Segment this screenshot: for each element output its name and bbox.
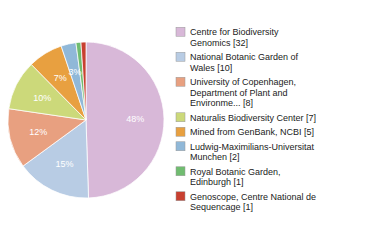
legend-label: Centre for BiodiversityGenomics [32]	[190, 27, 279, 48]
legend-item: University of Copenhagen,Department of P…	[176, 77, 296, 108]
legend-label-line: Department of Plant and	[190, 88, 288, 98]
legend-label: University of Copenhagen,Department of P…	[190, 77, 296, 108]
pie-slice	[86, 42, 164, 198]
legend-label-line: Sequencage [1]	[190, 202, 253, 212]
pie	[8, 42, 164, 198]
data-label: 48%	[126, 114, 144, 124]
legend-label: Royal Botanic Garden,Edinburgh [1]	[190, 167, 281, 188]
legend-item: Ludwig-Maximilians-UniversitatMunchen [2…	[176, 142, 315, 163]
legend-label-line: Munchen [2]	[190, 152, 240, 162]
legend-label: Mined from GenBank, NCBI [5]	[190, 127, 314, 137]
pie-slice	[81, 42, 86, 120]
data-label: 10%	[33, 93, 51, 103]
data-label: 12%	[29, 127, 47, 137]
legend-item: National Botanic Garden ofWales [10]	[176, 52, 299, 73]
legend-swatch	[176, 113, 185, 122]
legend-label-line: Environme... [8]	[190, 98, 253, 108]
legend-label: Ludwig-Maximilians-UniversitatMunchen [2…	[190, 142, 315, 163]
legend-item: Royal Botanic Garden,Edinburgh [1]	[176, 167, 281, 188]
legend-item: Naturalis Biodiversity Center [7]	[176, 113, 316, 123]
data-labels: 48% 15% 12% 10%7%3%	[29, 67, 144, 169]
legend-label: Naturalis Biodiversity Center [7]	[190, 113, 316, 123]
legend-item: Mined from GenBank, NCBI [5]	[176, 127, 314, 137]
legend-label-line: Genoscope, Centre National de	[190, 192, 316, 202]
legend-swatch	[176, 192, 185, 201]
pie-slice	[76, 42, 86, 120]
legend-item: Genoscope, Centre National deSequencage …	[176, 192, 316, 213]
legend-label-line: Edinburgh [1]	[190, 177, 244, 187]
chart-container: 48%15%12%10%7%3%Centre for BiodiversityG…	[0, 0, 380, 240]
data-label: 3%	[68, 67, 81, 77]
legend-label-line: Mined from GenBank, NCBI [5]	[190, 127, 314, 137]
legend-label: Genoscope, Centre National deSequencage …	[190, 192, 316, 213]
legend-label: National Botanic Garden ofWales [10]	[190, 52, 299, 73]
legend-swatch	[176, 52, 185, 61]
legend: Centre for BiodiversityGenomics [32] Nati…	[176, 27, 316, 212]
legend-label-line: Wales [10]	[190, 63, 232, 73]
legend-label-line: Royal Botanic Garden,	[190, 167, 281, 177]
legend-label-line: Centre for Biodiversity	[190, 27, 279, 37]
legend-label-line: National Botanic Garden of	[190, 52, 299, 62]
legend-swatch	[176, 27, 185, 36]
legend-swatch	[176, 167, 185, 176]
legend-item: Centre for BiodiversityGenomics [32]	[176, 27, 279, 48]
legend-label-line: Naturalis Biodiversity Center [7]	[190, 113, 316, 123]
legend-label-line: University of Copenhagen,	[190, 77, 296, 87]
legend-label-line: Ludwig-Maximilians-Universitat	[190, 142, 315, 152]
data-label: 7%	[54, 73, 67, 83]
legend-swatch	[176, 127, 185, 136]
legend-label-line: Genomics [32]	[190, 38, 248, 48]
data-label: 15%	[55, 159, 73, 169]
legend-swatch	[176, 142, 185, 151]
chart: 48%15%12%10%7%3%Centre for BiodiversityG…	[0, 0, 380, 240]
legend-swatch	[176, 77, 185, 86]
